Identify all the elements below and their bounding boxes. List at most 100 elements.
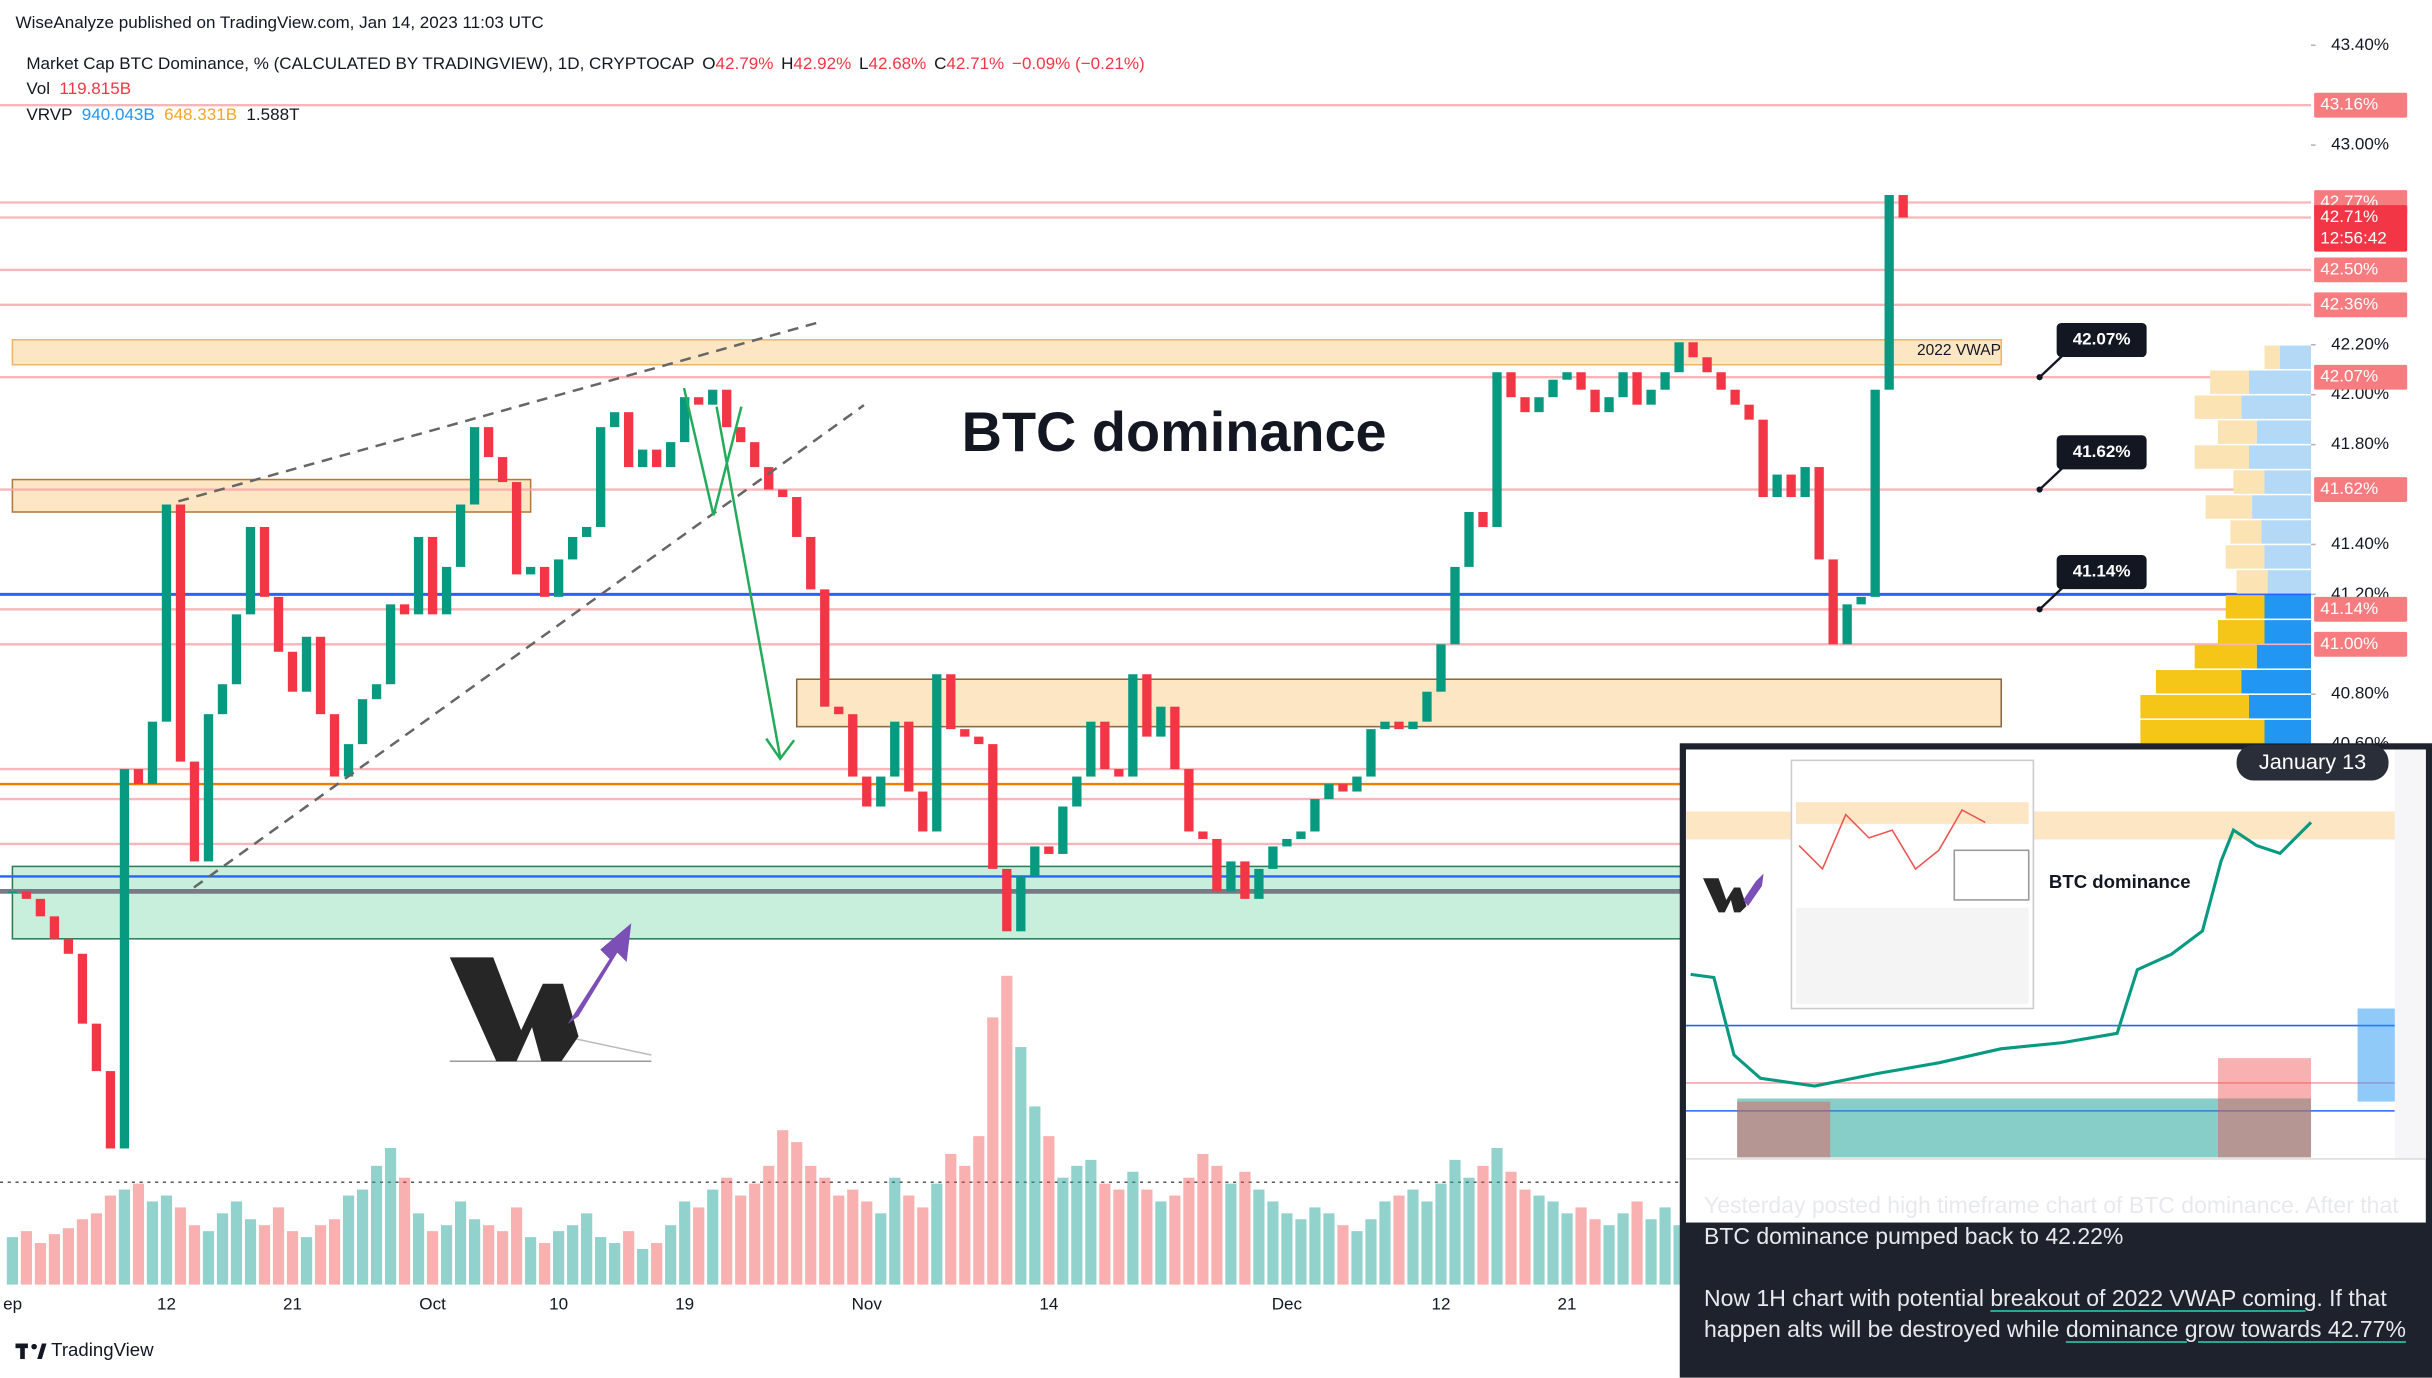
candle <box>497 457 508 483</box>
profile-blue <box>2256 420 2312 444</box>
callout-label: 41.14% <box>2073 562 2131 581</box>
candle <box>834 706 844 715</box>
volume-bar <box>511 1207 523 1285</box>
volume-bar <box>1421 1201 1433 1285</box>
footer-logo: TradingView <box>15 1339 154 1360</box>
volume-bar <box>623 1231 635 1285</box>
candle <box>189 761 200 862</box>
candle <box>876 776 886 807</box>
volume-bar <box>777 1130 789 1285</box>
volume-bar <box>1393 1195 1405 1285</box>
volume-bar <box>861 1201 873 1285</box>
candle <box>1282 838 1292 847</box>
candle <box>315 636 326 715</box>
legend-value: 1.588T <box>246 105 300 124</box>
volume-bar <box>146 1201 159 1285</box>
candle <box>7 891 18 893</box>
profile-yellow <box>2225 595 2265 619</box>
candle <box>764 467 774 490</box>
logo-arrow <box>567 923 632 1025</box>
volume-bar <box>398 1177 411 1285</box>
volume-bar <box>1645 1219 1657 1285</box>
logo <box>449 923 652 1063</box>
volume-bar <box>1631 1201 1643 1285</box>
volume-bar <box>62 1228 75 1285</box>
volume-bar <box>1113 1189 1125 1285</box>
volume-bar <box>1589 1219 1601 1285</box>
price-badge <box>2314 364 2408 390</box>
candle <box>119 769 130 1149</box>
volume-bar <box>497 1231 509 1285</box>
candle <box>1478 512 1488 527</box>
legend-line: Vol 119.815B <box>26 78 131 97</box>
volume-bar <box>903 1195 915 1285</box>
candle <box>1142 674 1152 737</box>
candle <box>329 714 340 777</box>
text: Now 1H chart with potential <box>1704 1285 1991 1311</box>
candle <box>1660 372 1670 390</box>
volume-bar <box>469 1219 481 1285</box>
price-badge <box>2314 205 2408 252</box>
volume-bar <box>1225 1183 1237 1285</box>
volume-bar <box>1295 1219 1307 1285</box>
volume-bar <box>216 1213 229 1285</box>
volume-bar <box>258 1225 271 1285</box>
volume-bar <box>188 1225 201 1285</box>
tv-logo <box>31 1343 37 1350</box>
volume-bar <box>412 1213 425 1285</box>
candle <box>1828 559 1838 645</box>
volume-bar <box>132 1183 145 1285</box>
inset-volume <box>1737 1098 2312 1158</box>
price-badge-label: 42.71% <box>2320 207 2378 226</box>
candle <box>1170 706 1180 770</box>
x-tick-label: ep <box>3 1294 22 1313</box>
candle <box>722 389 732 428</box>
x-tick-label: 10 <box>549 1294 568 1313</box>
candle <box>1002 868 1012 932</box>
publish-header: WiseAnalyze published on TradingView.com… <box>16 13 544 32</box>
text: Yesterday posted high timeframe chart of… <box>1704 1192 2399 1249</box>
volume-bar <box>833 1195 845 1285</box>
volume-bar <box>1183 1177 1195 1285</box>
profile-blue <box>2241 395 2312 419</box>
candle <box>1422 691 1432 722</box>
candle <box>1016 876 1026 932</box>
profile-blue <box>2264 620 2312 644</box>
volume-bar <box>1071 1165 1083 1285</box>
callout-label: 42.07% <box>2073 330 2131 349</box>
candle <box>1184 769 1194 832</box>
profile-blue <box>2248 370 2312 394</box>
candle <box>1702 357 1712 373</box>
profile-yellow <box>2205 495 2253 519</box>
profile-blue <box>2280 345 2312 369</box>
candle <box>105 1071 116 1149</box>
time-axis: ep 12 21 Oct 10 19 Nov 14 Dec 12 21 <box>3 1294 1576 1313</box>
candle <box>708 389 718 405</box>
inset-volume <box>2217 1058 2312 1158</box>
volume-bar <box>791 1142 803 1285</box>
callout-label: 41.62% <box>2073 442 2131 461</box>
profile-yellow <box>2217 620 2265 644</box>
legend-value: 42.79% <box>716 53 774 72</box>
volume-bar <box>34 1243 47 1285</box>
candle <box>848 714 858 777</box>
candle <box>1324 784 1334 800</box>
volume-bar <box>917 1207 929 1285</box>
candle <box>1884 195 1894 390</box>
volume-bar <box>707 1189 719 1285</box>
x-tick-label: 21 <box>283 1294 302 1313</box>
callout-box <box>2056 322 2147 358</box>
y-tick-label: 40.80% <box>2331 684 2389 703</box>
volume-bar <box>931 1183 943 1285</box>
candle <box>175 504 186 762</box>
price-badge-label: 43.16% <box>2320 95 2378 114</box>
post-text: Yesterday posted high timeframe chart of… <box>1704 1190 2420 1376</box>
candle <box>1156 706 1166 737</box>
candle <box>133 769 144 785</box>
legend-key: C <box>934 53 946 72</box>
candle <box>203 714 214 862</box>
volume-bar <box>651 1243 663 1285</box>
profile-yellow <box>2194 395 2242 419</box>
candle <box>35 898 46 917</box>
